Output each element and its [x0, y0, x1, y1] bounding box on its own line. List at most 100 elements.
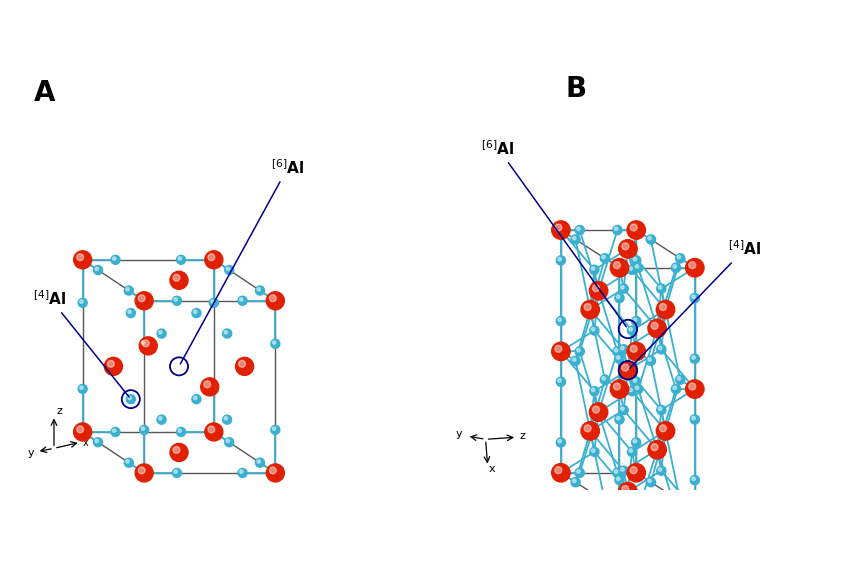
Circle shape — [616, 356, 619, 359]
Circle shape — [646, 356, 655, 366]
Circle shape — [270, 339, 280, 348]
Circle shape — [691, 477, 694, 480]
Circle shape — [272, 341, 276, 344]
Circle shape — [592, 406, 599, 413]
Circle shape — [633, 506, 642, 515]
Circle shape — [656, 300, 674, 319]
Circle shape — [618, 284, 628, 293]
Circle shape — [626, 463, 645, 482]
Circle shape — [590, 327, 595, 331]
Text: $^{[4]}$Al: $^{[4]}$Al — [629, 240, 761, 368]
Circle shape — [138, 467, 145, 474]
Circle shape — [691, 416, 694, 420]
Circle shape — [557, 439, 560, 443]
Text: $^{[6]}$Al: $^{[6]}$Al — [481, 139, 625, 327]
Circle shape — [554, 224, 561, 231]
Text: $^{[4]}$Al: $^{[4]}$Al — [33, 289, 129, 397]
Circle shape — [174, 298, 177, 301]
Circle shape — [211, 386, 214, 390]
Circle shape — [554, 345, 561, 352]
Circle shape — [240, 470, 243, 474]
Circle shape — [621, 486, 628, 492]
Circle shape — [266, 464, 284, 482]
Circle shape — [647, 358, 651, 362]
Circle shape — [688, 505, 695, 511]
Text: z: z — [519, 431, 525, 441]
Circle shape — [172, 468, 181, 478]
Circle shape — [629, 327, 632, 331]
Circle shape — [580, 422, 599, 440]
Circle shape — [555, 256, 565, 265]
Circle shape — [630, 224, 636, 231]
Circle shape — [224, 265, 234, 275]
Circle shape — [672, 507, 676, 511]
Circle shape — [77, 254, 84, 261]
Circle shape — [590, 449, 595, 452]
Circle shape — [571, 235, 579, 244]
Circle shape — [580, 300, 599, 319]
Circle shape — [646, 478, 655, 487]
Circle shape — [172, 296, 181, 305]
Circle shape — [572, 479, 575, 483]
Circle shape — [647, 440, 665, 459]
Circle shape — [551, 342, 570, 360]
Circle shape — [266, 292, 284, 310]
Circle shape — [576, 227, 579, 231]
Circle shape — [614, 354, 624, 363]
Circle shape — [629, 388, 632, 392]
Circle shape — [590, 267, 595, 271]
Circle shape — [238, 360, 245, 367]
Circle shape — [592, 285, 599, 292]
Circle shape — [630, 467, 636, 474]
Circle shape — [141, 427, 144, 430]
Circle shape — [612, 505, 619, 511]
Circle shape — [78, 384, 87, 394]
Circle shape — [583, 425, 590, 432]
Circle shape — [670, 506, 680, 515]
Circle shape — [557, 379, 560, 382]
Circle shape — [626, 342, 645, 360]
Circle shape — [157, 415, 165, 424]
Circle shape — [170, 271, 188, 289]
Circle shape — [177, 255, 185, 264]
Circle shape — [589, 265, 598, 275]
Circle shape — [685, 501, 703, 519]
Circle shape — [272, 427, 276, 430]
Circle shape — [113, 257, 116, 260]
Circle shape — [620, 468, 624, 471]
Circle shape — [614, 293, 624, 303]
Circle shape — [635, 386, 638, 390]
Circle shape — [77, 426, 84, 433]
Circle shape — [627, 265, 635, 275]
Circle shape — [601, 498, 605, 502]
Circle shape — [159, 331, 162, 334]
Circle shape — [616, 416, 619, 420]
Circle shape — [135, 464, 153, 482]
Circle shape — [613, 227, 617, 231]
Text: y: y — [455, 429, 461, 439]
Circle shape — [554, 467, 561, 474]
Circle shape — [574, 468, 583, 478]
Circle shape — [647, 479, 651, 483]
Circle shape — [635, 265, 638, 268]
Circle shape — [689, 475, 699, 484]
Circle shape — [650, 444, 658, 451]
Circle shape — [138, 295, 145, 301]
Circle shape — [173, 275, 180, 281]
Circle shape — [192, 395, 200, 404]
Circle shape — [157, 329, 165, 338]
Circle shape — [659, 304, 665, 311]
Circle shape — [688, 383, 695, 390]
Circle shape — [126, 395, 135, 404]
Circle shape — [211, 300, 214, 303]
Circle shape — [126, 308, 135, 317]
Circle shape — [192, 308, 200, 317]
Circle shape — [128, 396, 131, 400]
Circle shape — [676, 376, 680, 380]
Circle shape — [235, 358, 253, 375]
Circle shape — [224, 438, 234, 447]
Circle shape — [650, 323, 658, 329]
Circle shape — [618, 482, 636, 501]
Circle shape — [571, 356, 579, 366]
Circle shape — [111, 427, 119, 436]
